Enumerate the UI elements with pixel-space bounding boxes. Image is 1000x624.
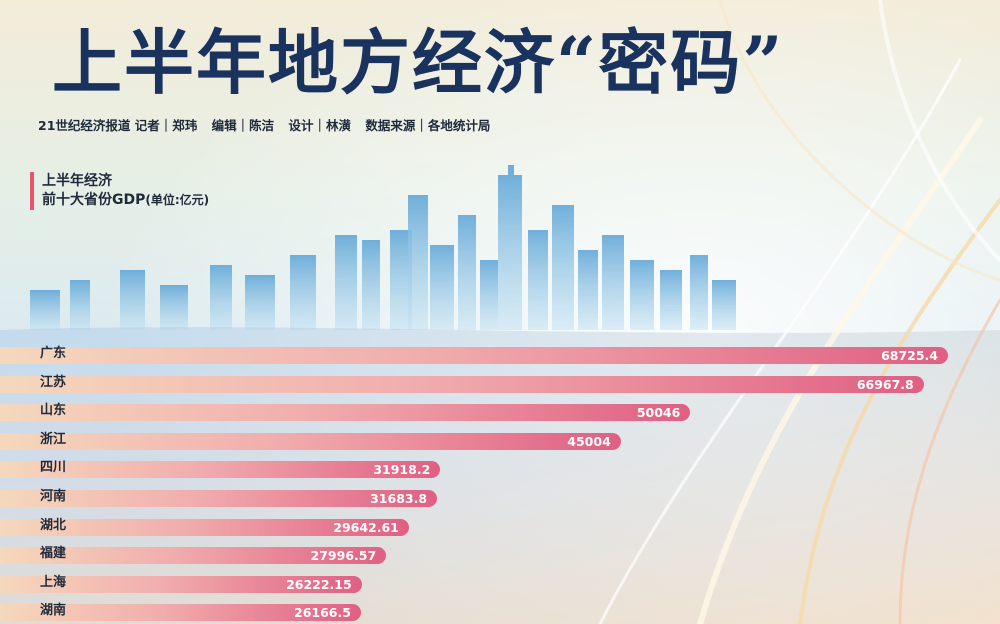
bar-row: 26222.15 上海 — [0, 572, 1000, 594]
category-label: 湖南 — [40, 603, 67, 619]
credits: 21世纪经济报道 记者｜郑玮 编辑｜陈洁 设计｜林潢 数据来源｜各地统计局 — [38, 115, 500, 134]
bar-row: 66967.8 江苏 — [0, 372, 1000, 394]
bar-row: 31918.2 四川 — [0, 457, 1000, 479]
bar: 29642.61 — [0, 518, 409, 536]
category-label: 上海 — [40, 574, 67, 590]
bar: 26166.5 — [0, 604, 361, 622]
bar: 66967.8 — [0, 375, 924, 393]
subtitle-unit: (单位:亿元) — [145, 193, 210, 207]
skyline — [30, 165, 736, 330]
headline: 上半年地方经济“密码” — [52, 21, 785, 104]
category-label: 福建 — [40, 546, 67, 562]
bar-value-label: 31683.8 — [370, 491, 428, 506]
bar-value-label: 68725.4 — [881, 348, 938, 363]
category-label: 四川 — [40, 460, 67, 476]
bar: 68725.4 — [0, 347, 948, 364]
bar-value-label: 66967.8 — [856, 376, 914, 392]
bar-value-label: 27996.57 — [310, 548, 377, 564]
bar-value-label: 26166.5 — [294, 605, 351, 621]
subtitle-line1: 上半年经济 — [42, 173, 112, 189]
chart-subtitle: 上半年经济 前十大省份GDP(单位:亿元) — [30, 172, 209, 210]
bar-value-label: 31918.2 — [373, 462, 431, 478]
credit-designer: 设计｜林潢 — [288, 118, 351, 133]
bar-row: 31683.8 河南 — [0, 486, 1000, 508]
credit-editor: 编辑｜陈洁 — [211, 118, 275, 133]
bar-row: 29642.61 湖北 — [0, 515, 1000, 537]
bar-value-label: 45004 — [567, 433, 611, 449]
bar: 45004 — [0, 432, 621, 450]
bar-value-label: 50046 — [636, 405, 681, 421]
category-label: 湖北 — [40, 517, 67, 533]
credit-reporter: 21世纪经济报道 记者｜郑玮 — [38, 118, 198, 133]
category-label: 山东 — [40, 403, 67, 419]
bar: 31918.2 — [0, 461, 441, 479]
bar-value-label: 29642.61 — [333, 519, 399, 535]
category-label: 江苏 — [40, 374, 67, 390]
category-label: 浙江 — [40, 431, 67, 447]
category-label: 河南 — [40, 489, 67, 504]
bar-value-label: 26222.15 — [286, 576, 352, 592]
bar-row: 26166.5 湖南 — [0, 600, 1000, 622]
bar: 31683.8 — [0, 490, 438, 507]
subtitle-line2: 前十大省份GDP — [42, 192, 146, 208]
bar-row: 45004 浙江 — [0, 429, 1000, 451]
credit-source: 数据来源｜各地统计局 — [365, 118, 491, 133]
bar: 50046 — [0, 404, 691, 422]
bar-row: 27996.57 福建 — [0, 543, 1000, 565]
bar: 27996.57 — [0, 547, 387, 565]
light-streaks — [598, 0, 1000, 624]
bar-row: 68725.4 广东 — [0, 343, 1000, 365]
bar-row: 50046 山东 — [0, 400, 1000, 422]
bar: 26222.15 — [0, 575, 362, 593]
category-label: 广东 — [40, 346, 67, 361]
